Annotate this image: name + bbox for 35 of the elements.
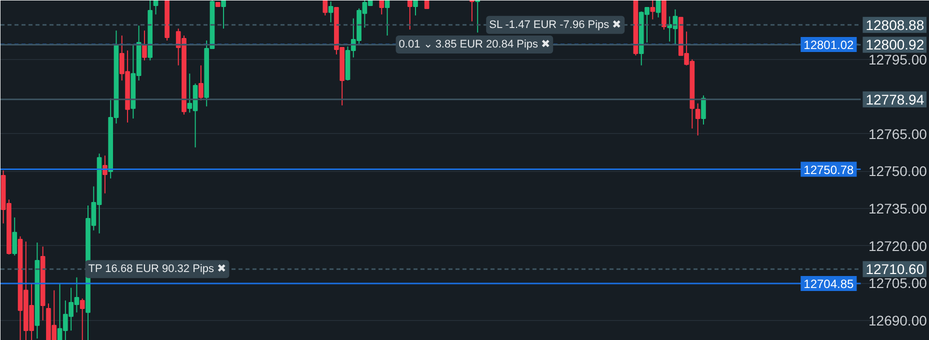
candlestick [153,0,158,15]
ref-line-label: 12704.85 [804,276,854,291]
y-tick-label: 12735.00 [868,200,928,217]
ref-line-label: 12750.78 [804,162,854,177]
y-tick-label: 12705.00 [868,275,928,292]
y-tick-label: 12750.00 [868,163,928,180]
candlestick [475,0,480,34]
candlestick [221,0,226,30]
candlestick [413,0,418,16]
candlestick [656,0,661,18]
y-tick-label: 12795.00 [868,51,928,68]
candlestick [12,216,18,256]
ref-line-label: 12710.60 [866,261,924,278]
candlestick [695,102,700,136]
ref-line-label: 12778.94 [866,91,924,108]
annotation: TP 16.68 EUR 90.32 Pips ✖ [88,263,226,276]
candlestick [701,94,706,126]
y-tick-label: 12690.00 [868,312,928,328]
candlestick [470,0,474,22]
candlestick [384,0,390,36]
annotation: SL -1.47 EUR -7.96 Pips ✖ [489,18,622,31]
ref-line-label: 12808.88 [866,16,924,33]
candlestick [650,0,656,20]
candlestick [379,0,384,15]
candlestick [322,0,328,16]
candlestick [407,0,412,30]
y-tick-label: 12720.00 [868,238,928,254]
y-tick-label: 12765.00 [868,126,928,142]
annotation: 0.01 ⌄ 3.85 EUR 20.84 Pips ✖ [398,38,550,50]
candlestick [198,64,204,101]
candlestick [328,0,334,23]
candlestick [80,298,85,340]
ref-line-label: 12801.02 [804,38,854,52]
candlestick [142,30,147,61]
ref-line-label: 12800.92 [866,36,924,53]
